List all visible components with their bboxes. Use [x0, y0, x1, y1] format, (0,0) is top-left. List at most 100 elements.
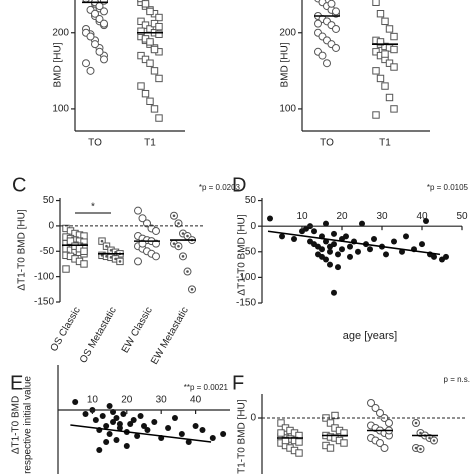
point: [391, 238, 397, 245]
y-tick-label: 0: [48, 221, 54, 232]
marker: [318, 51, 327, 60]
marker: [390, 45, 398, 54]
marker: [155, 13, 163, 22]
point: [92, 417, 99, 423]
marker-dot: [172, 242, 176, 245]
points: [277, 399, 438, 457]
marker: [155, 22, 163, 31]
point: [96, 447, 103, 453]
marker: [152, 226, 160, 235]
marker: [100, 7, 108, 16]
annotation: *p = 0.0203: [199, 183, 241, 192]
point: [103, 439, 110, 445]
marker: [138, 214, 147, 223]
point: [113, 415, 120, 421]
point: [335, 264, 341, 271]
marker: [134, 257, 142, 266]
marker: [376, 10, 385, 18]
point: [192, 423, 199, 429]
marker-dot: [419, 431, 422, 435]
y-tick-label: -50: [40, 246, 55, 257]
point: [279, 233, 285, 240]
panel-letter: E: [10, 372, 23, 394]
points: [82, 0, 163, 122]
marker-dot: [419, 447, 422, 451]
point: [267, 215, 273, 222]
point: [371, 235, 377, 242]
point: [106, 403, 113, 409]
point: [335, 251, 341, 258]
point: [431, 253, 437, 260]
point: [403, 233, 409, 240]
marker-dot: [177, 244, 180, 248]
y-tick-label: 100: [52, 104, 69, 115]
x-tick-label: 30: [156, 395, 168, 406]
point: [339, 246, 345, 253]
y-axis-label: respective initial value: [23, 376, 34, 474]
marker: [141, 55, 150, 64]
marker: [371, 404, 380, 412]
marker: [146, 59, 154, 67]
marker: [380, 444, 389, 452]
point: [331, 230, 337, 237]
point: [347, 243, 353, 250]
annotation: *p = 0.0105: [427, 183, 469, 192]
y-axis-label: ΔT1-T0 BMD [HU]: [237, 214, 248, 295]
y-tick-label: 50: [43, 195, 55, 206]
point: [443, 253, 449, 260]
point: [178, 431, 185, 437]
x-tick-label: 10: [87, 395, 99, 406]
point: [209, 435, 216, 441]
marker: [277, 419, 285, 427]
x-tick-label: T1: [144, 138, 156, 149]
marker: [143, 219, 151, 228]
marker: [137, 51, 145, 60]
point: [367, 246, 373, 253]
marker: [150, 45, 159, 54]
marker: [327, 0, 336, 8]
point: [130, 417, 137, 423]
marker: [372, 48, 380, 56]
marker: [150, 67, 159, 75]
fit-line: [267, 230, 441, 256]
marker: [95, 47, 104, 56]
marker-dot: [114, 257, 117, 261]
marker-dot: [181, 232, 185, 235]
point: [134, 433, 141, 439]
marker: [152, 252, 160, 261]
x-tick-label: 10: [296, 211, 308, 222]
y-tick-label: 50: [245, 195, 257, 206]
marker-dot: [105, 244, 108, 248]
point: [220, 431, 227, 437]
x-tick-label: 40: [190, 395, 202, 406]
y-tick-label: -100: [236, 272, 256, 283]
marker: [376, 409, 384, 417]
fit-line: [70, 424, 212, 443]
y-axis-label: ΔT1-T0 BMD: [11, 396, 22, 454]
point: [291, 235, 297, 242]
y-axis-label: BMD [HU]: [280, 42, 291, 87]
point: [359, 220, 365, 227]
point: [347, 253, 353, 260]
point: [82, 411, 89, 417]
y-tick-label: -150: [34, 297, 54, 308]
point: [327, 261, 333, 268]
marker: [381, 82, 389, 90]
marker: [137, 0, 145, 3]
point: [144, 427, 151, 433]
marker: [376, 439, 384, 447]
panel: 50 0 -50 -100 -150 ΔT1-T0 BMD [HU] D *p = 0.010…: [232, 174, 469, 342]
marker: [326, 444, 335, 452]
point: [110, 419, 117, 425]
marker: [62, 265, 70, 273]
y-tick-label: -100: [34, 271, 54, 282]
marker: [150, 105, 159, 113]
y-tick-label: 200: [52, 27, 69, 38]
panel: 100 200 BMD [HU] TO T1: [52, 0, 185, 149]
marker: [372, 0, 380, 6]
marker-dot: [105, 255, 108, 258]
point: [141, 423, 147, 429]
y-tick-label: -50: [242, 246, 257, 257]
